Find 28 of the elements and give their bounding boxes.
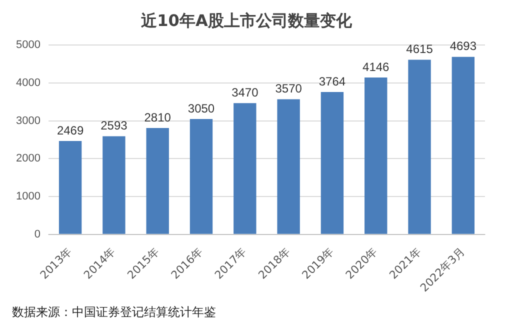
chart-title: 近10年A股上市公司数量变化	[140, 10, 353, 30]
bar	[408, 60, 431, 234]
y-tick-label: 4000	[16, 77, 40, 90]
data-label: 4615	[406, 42, 434, 56]
data-label: 3764	[318, 74, 346, 88]
bar	[146, 128, 169, 234]
data-label: 4693	[450, 39, 477, 54]
y-tick-label: 2000	[16, 152, 40, 165]
data-label: 2593	[100, 118, 128, 133]
bar	[58, 140, 82, 234]
y-tick-label: 0	[34, 228, 40, 240]
y-tick-label: 3000	[16, 114, 40, 127]
bar	[452, 56, 475, 234]
bar	[102, 136, 126, 234]
bar	[234, 103, 256, 234]
data-label: 3570	[275, 82, 302, 96]
data-label: 4146	[362, 60, 390, 74]
y-tick-label: 1000	[16, 190, 40, 203]
data-label: 2469	[56, 123, 84, 138]
source-note: 数据来源：中国证券登记结算统计年鉴	[12, 304, 217, 321]
data-label: 3470	[232, 85, 259, 100]
bar	[277, 99, 300, 234]
y-tick-label: 5000	[16, 39, 40, 52]
data-label: 2810	[144, 110, 172, 124]
bar	[190, 118, 213, 234]
bar	[364, 78, 388, 234]
bar	[320, 92, 344, 234]
data-label: 3050	[188, 101, 215, 116]
